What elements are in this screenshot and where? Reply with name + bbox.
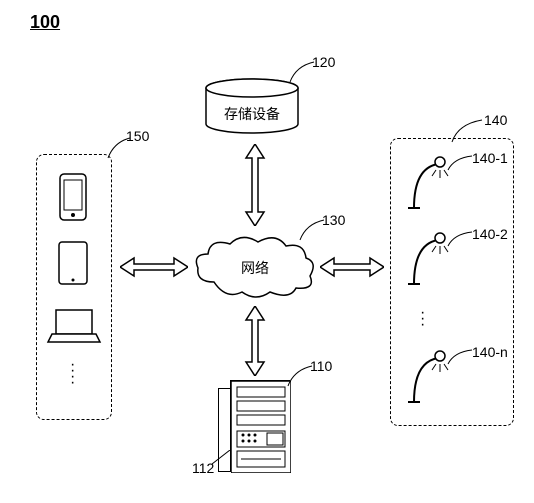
label-server-inner: 112 bbox=[192, 460, 214, 476]
arrow-storage-network bbox=[240, 144, 270, 226]
label-lampn: 140-n bbox=[472, 344, 508, 360]
phone-icon bbox=[56, 172, 90, 222]
tablet-icon bbox=[56, 240, 90, 286]
lead-line-lampn bbox=[446, 348, 474, 368]
lead-line-server-inner bbox=[212, 450, 232, 466]
lamp-icon-2 bbox=[400, 226, 450, 288]
label-lamps: 140 bbox=[484, 112, 507, 128]
lead-line-lamp2 bbox=[446, 230, 474, 250]
label-devices: 150 bbox=[126, 128, 149, 144]
network-text: 网络 bbox=[192, 258, 318, 278]
laptop-icon bbox=[46, 306, 102, 346]
server-tower bbox=[230, 380, 290, 472]
arrow-network-server bbox=[240, 306, 270, 376]
label-network: 130 bbox=[322, 212, 345, 228]
label-lamp2: 140-2 bbox=[472, 226, 508, 242]
arrow-devices-network bbox=[120, 252, 188, 282]
label-server: 110 bbox=[310, 358, 332, 374]
storage-text: 存储设备 bbox=[202, 104, 302, 124]
figure-number: 100 bbox=[30, 12, 60, 33]
lamps-ellipsis: ··· bbox=[420, 310, 425, 328]
arrow-network-lamps bbox=[320, 252, 384, 282]
lamp-icon-n bbox=[400, 344, 450, 406]
label-lamp1: 140-1 bbox=[472, 150, 508, 166]
lead-line-lamp1 bbox=[446, 154, 474, 174]
label-storage: 120 bbox=[312, 54, 335, 70]
devices-ellipsis: ···· bbox=[70, 362, 75, 386]
lead-line-lamps bbox=[450, 118, 486, 144]
lamp-icon-1 bbox=[400, 150, 450, 212]
